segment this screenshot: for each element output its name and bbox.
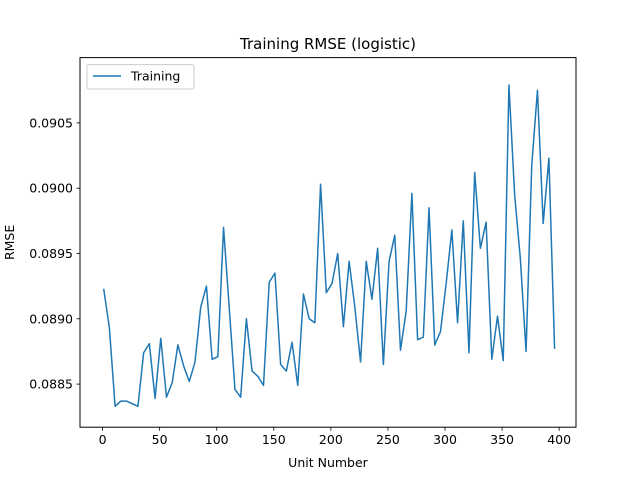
- legend-box: [86, 64, 195, 90]
- x-axis-ticks: 0 50 100 150 200 250 300 350 400: [99, 427, 571, 447]
- y-axis-ticks: 0.0885 0.0890 0.0895 0.0900 0.0905: [29, 115, 80, 392]
- x-tick-label: 250: [376, 432, 400, 447]
- legend: Training: [86, 64, 195, 90]
- x-tick-label: 50: [152, 432, 168, 447]
- x-axis-label: Unit Number: [288, 455, 368, 470]
- x-tick-label: 300: [433, 432, 457, 447]
- y-tick-label: 0.0885: [29, 377, 73, 392]
- x-tick-label: 350: [490, 432, 514, 447]
- y-tick-label: 0.0890: [29, 311, 73, 326]
- x-tick-label: 150: [262, 432, 286, 447]
- legend-label: Training: [130, 69, 180, 84]
- plot-frame: [79, 57, 577, 428]
- y-tick-label: 0.0895: [29, 246, 73, 261]
- series-line-training: [102, 84, 556, 408]
- x-tick-label: 100: [205, 432, 229, 447]
- y-axis-label: RMSE: [2, 225, 17, 260]
- series-group: [102, 84, 556, 408]
- x-tick-label: 400: [547, 432, 571, 447]
- y-tick-label: 0.0905: [29, 115, 73, 130]
- y-tick-label: 0.0900: [29, 181, 73, 196]
- x-tick-label: 0: [99, 432, 107, 447]
- x-tick-label: 200: [319, 432, 343, 447]
- chart-title: Training RMSE (logistic): [239, 35, 416, 53]
